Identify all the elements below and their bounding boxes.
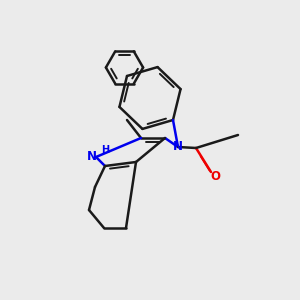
Text: N: N (173, 140, 183, 154)
Text: O: O (211, 170, 220, 183)
Text: N: N (86, 151, 97, 164)
Text: H: H (101, 146, 110, 155)
